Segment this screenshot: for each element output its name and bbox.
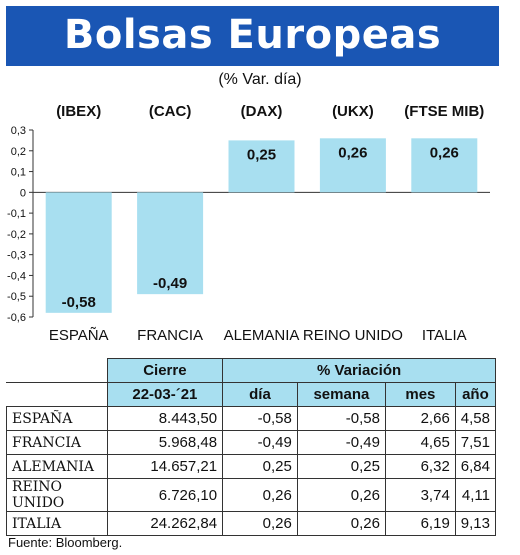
source-footnote: Fuente: Bloomberg. [8, 535, 123, 550]
header-dia: día [222, 382, 298, 407]
row-anio: 4,58 [454, 406, 497, 431]
bar-value-label: -0,58 [62, 294, 96, 311]
bar-value-label: -0,49 [153, 275, 187, 292]
row-dia: -0,49 [222, 430, 298, 455]
header-mes: mes [384, 382, 456, 407]
row-semana: 0,26 [296, 478, 386, 512]
row-dia: -0,58 [222, 406, 298, 431]
y-tick-label: 0,3 [11, 125, 26, 137]
x-category-label: REINO UNIDO [303, 327, 403, 344]
x-category-label: FRANCIA [137, 327, 203, 344]
row-cierre: 5.968,48 [106, 430, 224, 455]
bar [319, 138, 386, 193]
y-tick-label: 0,2 [11, 146, 26, 158]
bar [45, 192, 112, 313]
header-anio: año [454, 382, 497, 407]
row-mes: 2,66 [384, 406, 456, 431]
table-row: FRANCIA 5.968,48 -0,49 -0,49 4,65 7,51 [6, 430, 497, 455]
row-semana: 0,26 [296, 511, 386, 536]
bar [411, 138, 478, 193]
x-category-label: ITALIA [422, 327, 467, 344]
row-mes: 6,32 [384, 454, 456, 479]
index-label: (UKX) [332, 103, 374, 120]
page-title: Bolsas Europeas [63, 12, 442, 58]
title-banner: Bolsas Europeas [6, 6, 499, 66]
bar-chart: 0,3 0,2 0,1 0 -0,1 -0,2 -0,3 -0,4 -0,5 -0,6 -0,58 (… [7, 103, 490, 344]
table-row: REINO UNIDO 6.726,10 0,26 0,26 3,74 4,11 [6, 478, 497, 512]
header-semana: semana [296, 382, 386, 407]
header-variacion: % Variación [222, 358, 496, 383]
row-anio: 4,11 [454, 478, 497, 512]
table-row: ALEMANIA 14.657,21 0,25 0,25 6,32 6,84 [6, 454, 497, 479]
row-dia: 0,25 [222, 454, 298, 479]
table-row: ITALIA 24.262,84 0,26 0,26 6,19 9,13 [6, 511, 497, 536]
y-tick-label: -0,3 [7, 250, 26, 262]
row-country: FRANCIA [6, 430, 108, 455]
row-anio: 7,51 [454, 430, 497, 455]
index-label: (IBEX) [56, 103, 101, 120]
row-country: ITALIA [6, 511, 108, 536]
y-tick-label: -0,2 [7, 229, 26, 241]
x-category-label: ALEMANIA [224, 327, 300, 344]
header-date: 22-03-´21 [106, 382, 224, 407]
row-cierre: 8.443,50 [106, 406, 224, 431]
y-tick-label: -0,6 [7, 312, 26, 324]
row-semana: -0,58 [296, 406, 386, 431]
row-semana: -0,49 [296, 430, 386, 455]
row-cierre: 14.657,21 [106, 454, 224, 479]
row-country: REINO UNIDO [6, 478, 108, 512]
row-mes: 4,65 [384, 430, 456, 455]
bar-value-label: 0,26 [430, 144, 459, 161]
x-category-label: ESPAÑA [49, 327, 109, 344]
index-label: (CAC) [149, 103, 192, 120]
chart-subtitle: (% Var. día) [218, 71, 302, 88]
index-label: (FTSE MIB) [404, 103, 484, 120]
y-tick-label: 0 [20, 187, 26, 199]
row-semana: 0,25 [296, 454, 386, 479]
bar-value-label: 0,26 [338, 144, 367, 161]
table-row: ESPAÑA 8.443,50 -0,58 -0,58 2,66 4,58 [6, 406, 497, 431]
table-corner-cell [6, 382, 108, 407]
table-corner-cell [6, 358, 108, 383]
y-tick-label: 0,1 [11, 167, 26, 179]
row-country: ALEMANIA [6, 454, 108, 479]
row-cierre: 24.262,84 [106, 511, 224, 536]
bar-value-label: 0,25 [247, 146, 276, 163]
y-tick-label: -0,1 [7, 208, 26, 220]
bar [228, 140, 295, 193]
header-cierre: Cierre [106, 358, 224, 383]
index-label: (DAX) [241, 103, 283, 120]
row-country: ESPAÑA [6, 406, 108, 431]
row-anio: 9,13 [454, 511, 497, 536]
row-dia: 0,26 [222, 511, 298, 536]
data-table: Cierre % Variación 22-03-´21 día semana … [6, 358, 497, 536]
y-tick-label: -0,4 [7, 270, 26, 282]
row-cierre: 6.726,10 [106, 478, 224, 512]
row-dia: 0,26 [222, 478, 298, 512]
row-mes: 3,74 [384, 478, 456, 512]
row-anio: 6,84 [454, 454, 497, 479]
bar [137, 192, 204, 295]
row-mes: 6,19 [384, 511, 456, 536]
y-tick-label: -0,5 [7, 291, 26, 303]
